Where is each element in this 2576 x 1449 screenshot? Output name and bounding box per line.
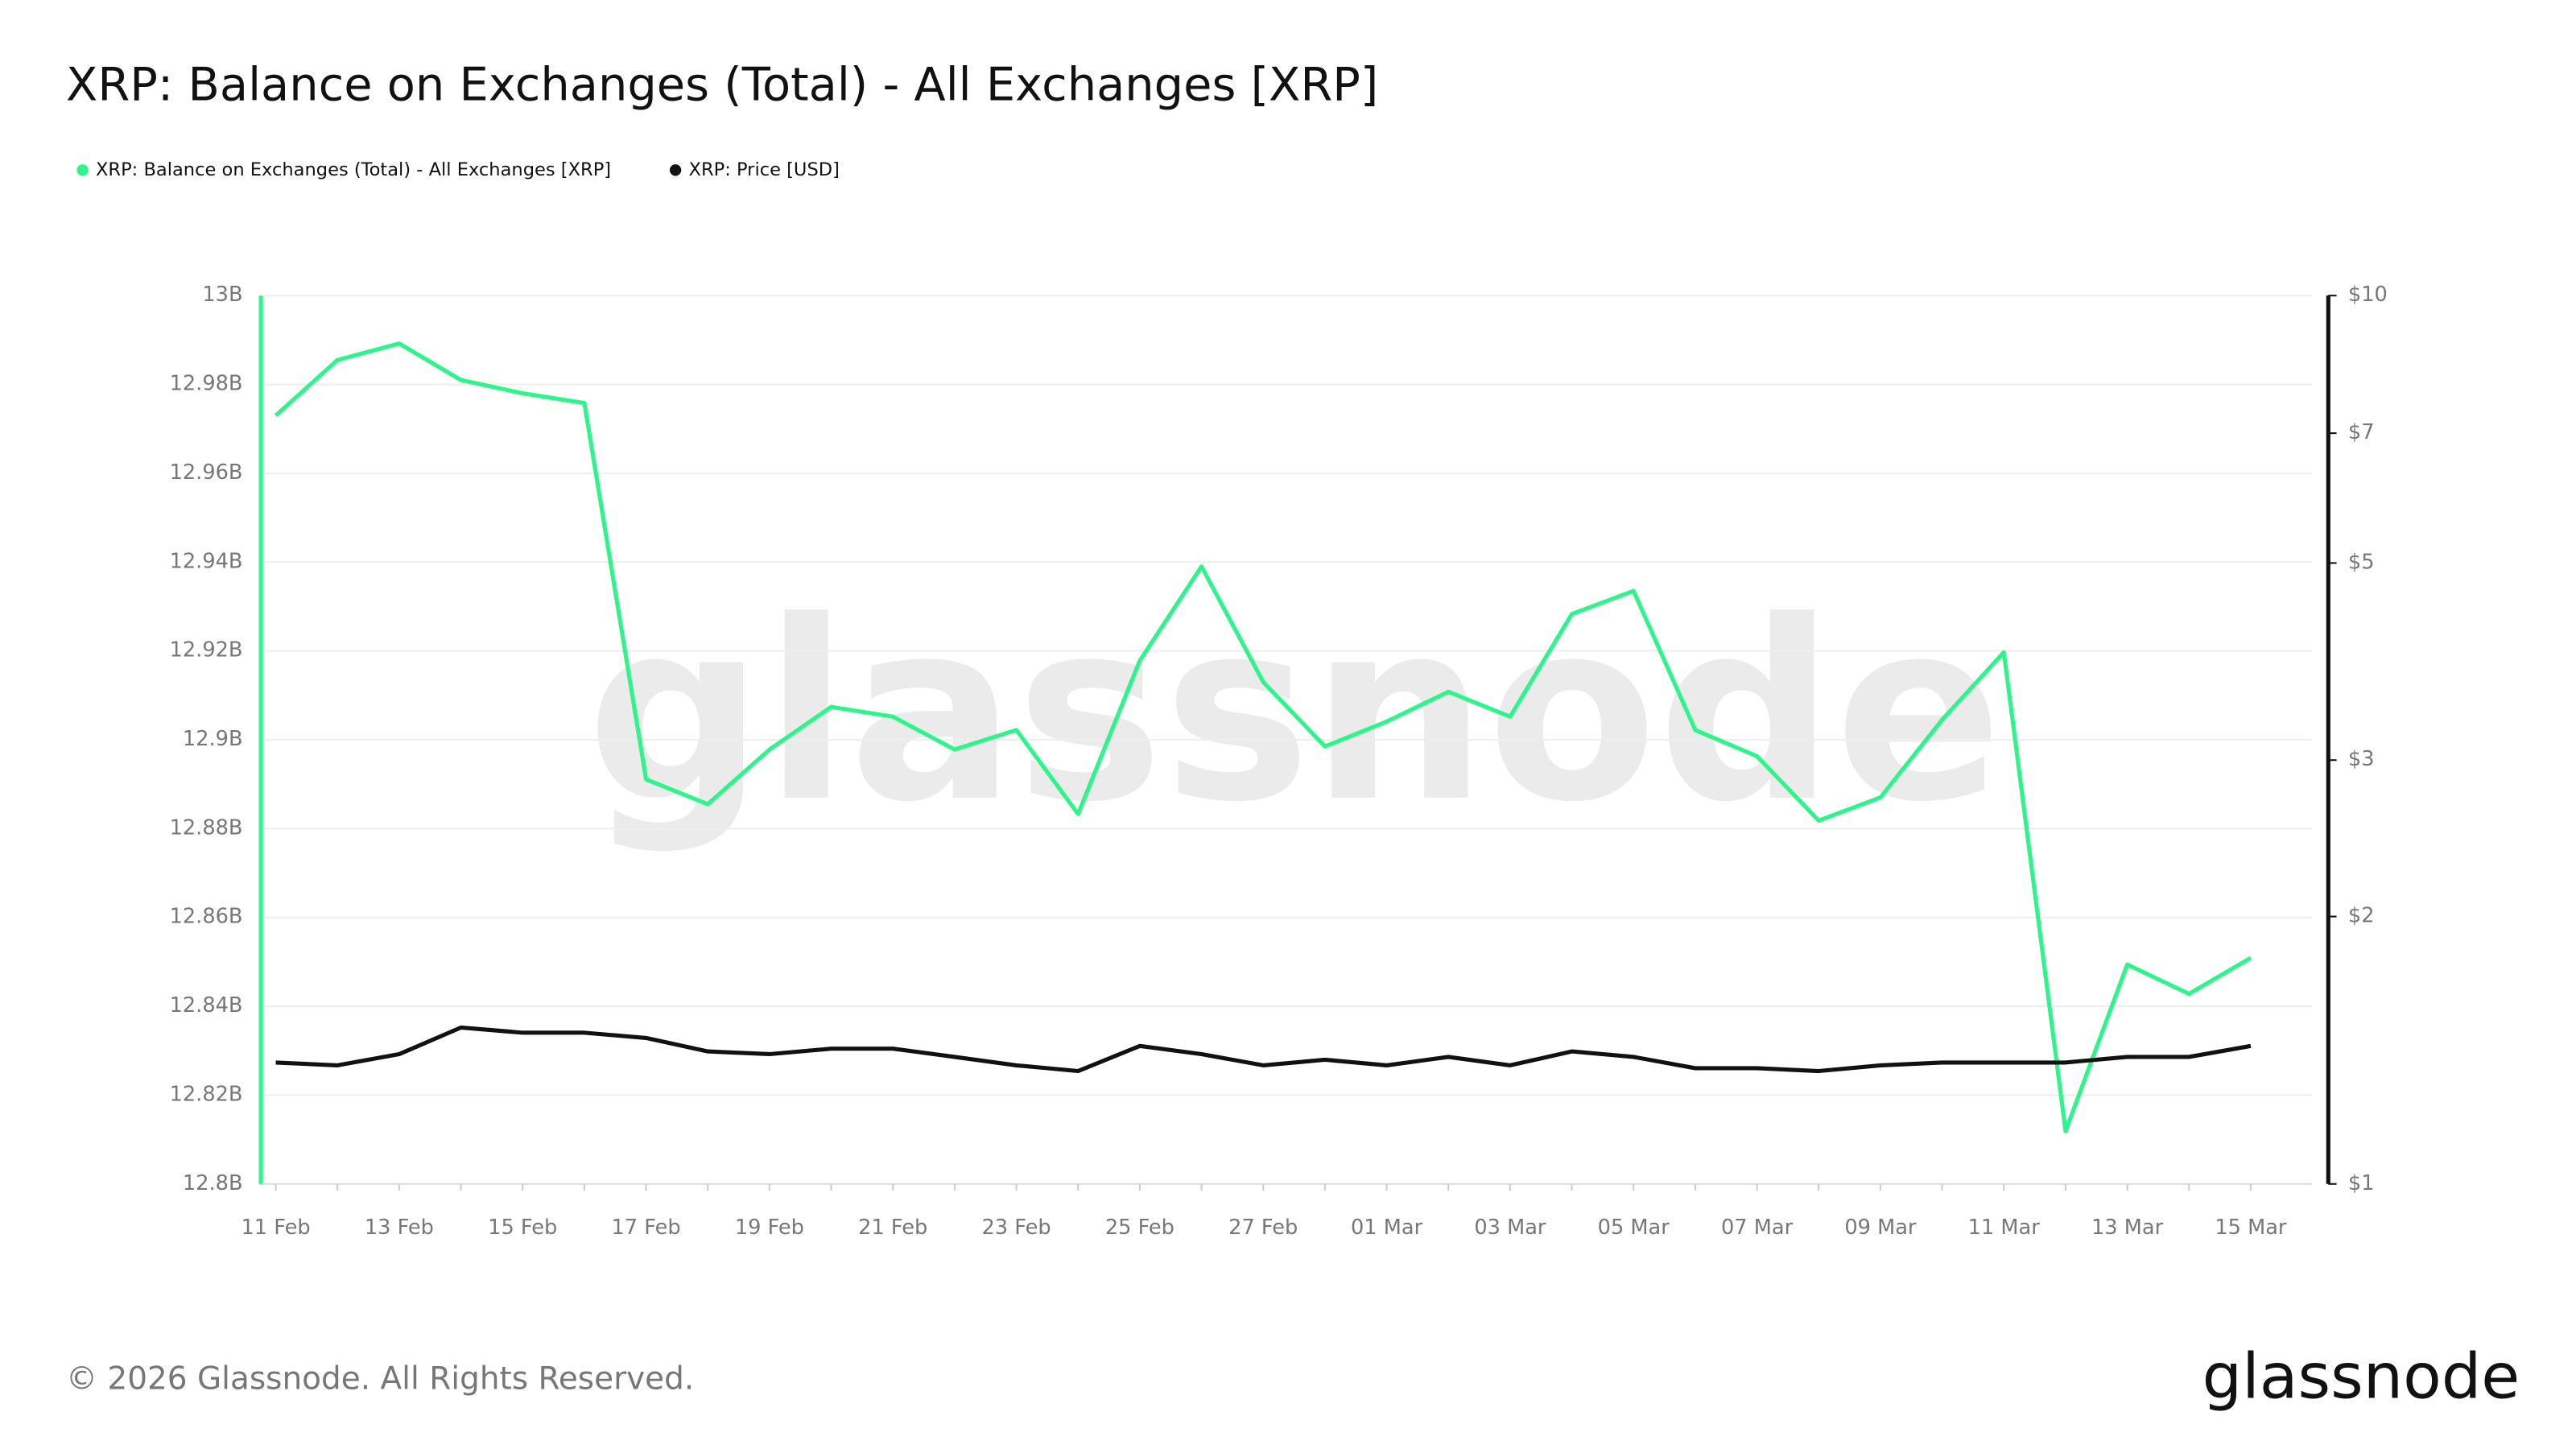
x-tick-label: 09 Mar <box>1844 1216 1917 1240</box>
x-tick-label: 03 Mar <box>1474 1216 1546 1240</box>
x-tick-label: 19 Feb <box>735 1216 804 1240</box>
legend-marker <box>669 164 682 176</box>
x-tick-label: 15 Mar <box>2215 1216 2287 1240</box>
y-tick-label: 12.84B <box>170 993 243 1018</box>
y2-tick-label: $5 <box>2348 550 2375 574</box>
x-tick-label: 11 Feb <box>242 1216 311 1240</box>
y-tick-label: 12.98B <box>170 372 243 396</box>
chart-title: XRP: Balance on Exchanges (Total) - All … <box>66 57 1378 111</box>
y-tick-label: 12.82B <box>170 1082 243 1106</box>
y2-tick-label: $7 <box>2348 420 2375 444</box>
x-tick-label: 15 Feb <box>488 1216 557 1240</box>
data-line <box>274 341 2252 1133</box>
x-tick-label: 25 Feb <box>1105 1216 1174 1240</box>
y-tick-label: 12.92B <box>170 638 243 663</box>
x-tick-label: 27 Feb <box>1228 1216 1298 1240</box>
x-tick-label: 07 Mar <box>1721 1216 1794 1240</box>
x-tick-label: 13 Feb <box>365 1216 434 1240</box>
x-tick-label: 01 Mar <box>1351 1216 1423 1240</box>
logo: glassnode <box>2202 1340 2520 1413</box>
x-tick-label: 05 Mar <box>1598 1216 1670 1240</box>
y-tick-label: 12.96B <box>170 460 243 485</box>
y-tick-label: 12.86B <box>170 905 243 929</box>
legend-label: XRP: Price [USD] <box>689 159 840 180</box>
y-tick-label: 12.9B <box>183 727 243 751</box>
data-line <box>275 1025 2252 1074</box>
legend-marker <box>76 164 89 176</box>
x-tick-label: 17 Feb <box>612 1216 681 1240</box>
y2-tick-label: $3 <box>2348 747 2375 771</box>
x-tick-label: 21 Feb <box>858 1216 927 1240</box>
x-tick-label: 13 Mar <box>2091 1216 2164 1240</box>
legend-label: XRP: Balance on Exchanges (Total) - All … <box>96 159 611 180</box>
y2-tick-label: $2 <box>2348 904 2375 928</box>
y-tick-label: 13B <box>202 283 242 307</box>
y-tick-label: 12.94B <box>170 549 243 573</box>
y2-tick-label: $10 <box>2348 283 2388 307</box>
x-tick-label: 11 Mar <box>1968 1216 2041 1240</box>
x-tick-label: 23 Feb <box>982 1216 1051 1240</box>
footer: © 2026 Glassnode. All Rights Reserved. <box>66 1360 694 1397</box>
y-tick-label: 12.88B <box>170 815 243 840</box>
y2-tick-label: $1 <box>2348 1171 2375 1195</box>
y-tick-label: 12.8B <box>183 1171 243 1195</box>
